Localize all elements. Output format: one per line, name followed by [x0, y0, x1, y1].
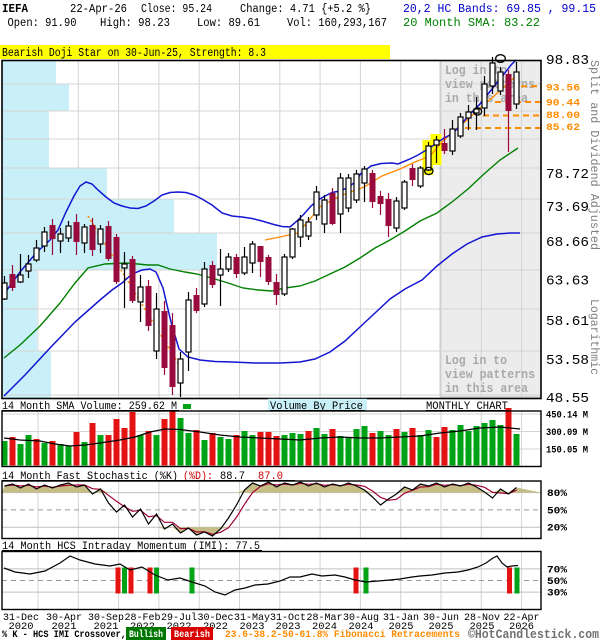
svg-text:50%: 50% — [547, 576, 568, 588]
svg-text:High: 98.23: High: 98.23 — [100, 17, 170, 30]
svg-text:31-Dec: 31-Dec — [3, 612, 39, 624]
svg-text:22-Apr: 22-Apr — [504, 612, 540, 624]
svg-text:in this area: in this area — [445, 381, 528, 396]
svg-text:85.62: 85.62 — [546, 122, 580, 134]
svg-text:©HotCandlestick.com: ©HotCandlestick.com — [468, 628, 599, 640]
svg-text:Bearish: Bearish — [174, 629, 210, 640]
svg-text:93.56: 93.56 — [546, 83, 580, 95]
svg-text:Change: 4.71 {+5.2 %}: Change: 4.71 {+5.2 %} — [240, 3, 371, 16]
svg-text:20,2 HC Bands: 69.85 , 99.15: 20,2 HC Bands: 69.85 , 99.15 — [403, 3, 596, 16]
svg-text:88.00: 88.00 — [546, 110, 580, 122]
svg-text:90.44: 90.44 — [546, 98, 580, 110]
svg-text:98.83: 98.83 — [546, 53, 589, 69]
svg-text:2020: 2020 — [9, 621, 34, 633]
svg-text:2025: 2025 — [470, 621, 495, 633]
svg-text:31-Jan: 31-Jan — [383, 612, 419, 624]
svg-text:30-Jun: 30-Jun — [423, 612, 459, 624]
svg-text:Log in to: Log in to — [445, 353, 507, 368]
svg-text:2024: 2024 — [312, 621, 337, 633]
svg-text:IEFA: IEFA — [2, 2, 29, 16]
svg-text:73.69: 73.69 — [546, 200, 589, 216]
svg-text:29-Jul: 29-Jul — [161, 612, 197, 624]
svg-text:Low: 89.61: Low: 89.61 — [197, 17, 260, 30]
svg-text:68.66: 68.66 — [546, 235, 589, 251]
svg-text:2025: 2025 — [389, 621, 414, 633]
svg-text:300.09 M: 300.09 M — [546, 428, 588, 439]
svg-text:2021: 2021 — [94, 621, 119, 633]
svg-text:58.61: 58.61 — [546, 314, 589, 330]
svg-text:30-Apr: 30-Apr — [46, 612, 82, 624]
svg-text:22-Apr-26: 22-Apr-26 — [70, 3, 127, 16]
svg-text:23.6-38.2-50-61.8% Fibonacci R: 23.6-38.2-50-61.8% Fibonacci Retracement… — [225, 629, 460, 640]
svg-text:70%: 70% — [547, 564, 568, 576]
svg-text:28-Feb: 28-Feb — [125, 612, 161, 624]
svg-text:2025: 2025 — [429, 621, 454, 633]
svg-text:80%: 80% — [547, 488, 568, 500]
svg-text:2023: 2023 — [240, 621, 265, 633]
svg-text:50%: 50% — [547, 505, 568, 517]
svg-text:28-Nov: 28-Nov — [464, 612, 500, 624]
svg-text:48.55: 48.55 — [546, 391, 589, 407]
svg-text:2026: 2026 — [509, 621, 534, 633]
svg-text:20 Month SMA: 83.22: 20 Month SMA: 83.22 — [403, 17, 540, 30]
svg-text:% K - HCS IMI Crossover,: % K - HCS IMI Crossover, — [2, 629, 126, 640]
svg-text:30-Sep: 30-Sep — [88, 612, 124, 624]
svg-text:31-May: 31-May — [234, 612, 270, 624]
svg-text:2021: 2021 — [52, 621, 77, 633]
svg-text:30%: 30% — [547, 588, 568, 600]
svg-text:30-Dec: 30-Dec — [198, 612, 234, 624]
svg-text:Open: 91.90: Open: 91.90 — [8, 17, 77, 30]
svg-text:28-Mar: 28-Mar — [307, 612, 343, 624]
svg-text:Bullish: Bullish — [129, 629, 163, 640]
svg-text:450.14 M: 450.14 M — [546, 411, 588, 422]
svg-text:Bearish Doji Star on 30-Jun-25: Bearish Doji Star on 30-Jun-25, Strength… — [2, 47, 266, 60]
svg-text:Logarithmic: Logarithmic — [587, 299, 600, 375]
svg-text:150.05 M: 150.05 M — [546, 446, 588, 457]
svg-text:2024: 2024 — [349, 621, 374, 633]
svg-text:view patterns: view patterns — [445, 367, 535, 382]
svg-text:20%: 20% — [547, 523, 568, 535]
svg-text:31-Oct: 31-Oct — [270, 612, 306, 624]
svg-text:Close: 95.24: Close: 95.24 — [141, 3, 212, 16]
svg-text:2023: 2023 — [276, 621, 301, 633]
svg-text:30-Aug: 30-Aug — [343, 612, 379, 624]
svg-text:53.58: 53.58 — [546, 353, 589, 369]
svg-text:78.72: 78.72 — [546, 167, 589, 183]
svg-text:Split and Dividend Adjusted: Split and Dividend Adjusted — [587, 60, 600, 250]
svg-text:63.63: 63.63 — [546, 274, 589, 290]
svg-text:Vol: 160,293,167: Vol: 160,293,167 — [287, 17, 387, 30]
